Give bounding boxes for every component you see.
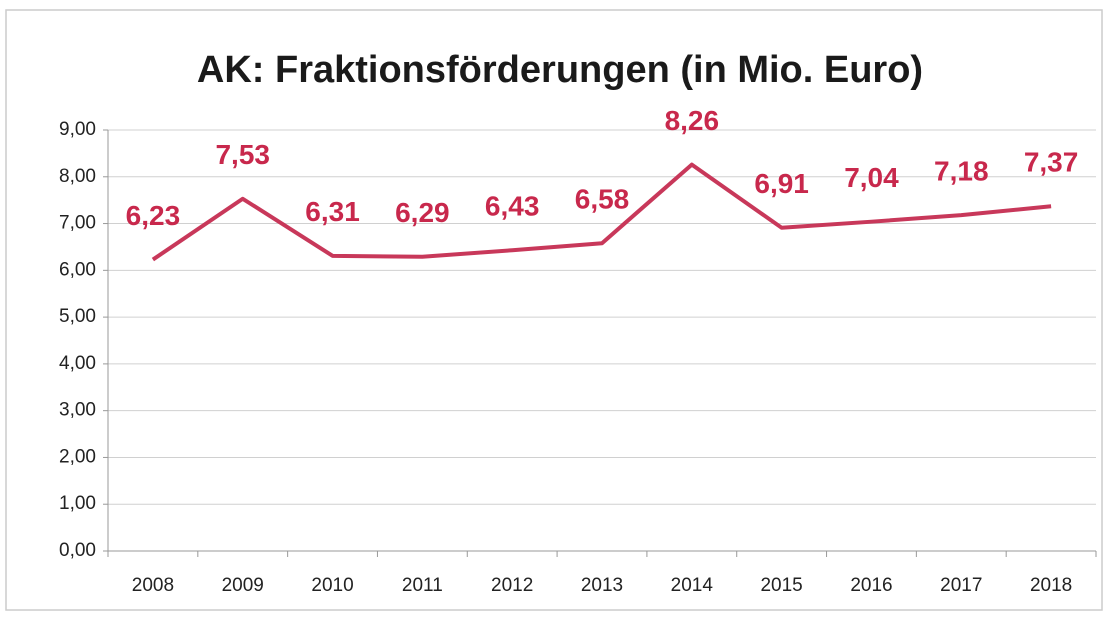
y-tick-label: 7,00 [59,213,96,234]
y-tick-label: 2,00 [59,446,96,467]
chart-title: AK: Fraktionsförderungen (in Mio. Euro) [197,49,923,91]
data-label: 6,43 [485,191,540,222]
x-tick-label: 2018 [1030,575,1072,596]
data-label: 7,53 [215,139,270,170]
chart-frame [5,9,1103,611]
x-tick-label: 2014 [671,575,714,596]
x-tick-label: 2010 [311,575,353,596]
y-tick-label: 0,00 [59,540,96,561]
data-label: 6,58 [575,184,630,215]
data-line [151,162,1052,262]
y-tick-label: 1,00 [59,493,96,514]
y-tick-label: 4,00 [59,353,96,374]
data-label: 6,29 [395,197,450,228]
data-label: 7,18 [934,156,989,187]
data-label: 6,23 [126,200,181,231]
data-label: 6,91 [754,168,809,199]
x-tick-label: 2012 [491,575,533,596]
x-tick-label: 2011 [402,575,443,596]
y-tick-label: 8,00 [59,166,96,187]
y-tick-label: 9,00 [59,119,96,140]
x-tick-label: 2015 [760,575,802,596]
x-tick-label: 2016 [850,575,892,596]
y-tick-label: 5,00 [59,306,96,327]
data-label: 7,37 [1024,147,1079,178]
y-tick-label: 6,00 [59,259,96,280]
y-tick-label: 3,00 [59,400,96,421]
x-tick-label: 2013 [581,575,623,596]
x-tick-label: 2017 [940,575,982,596]
data-label: 8,26 [665,105,720,136]
x-tick-label: 2009 [222,575,264,596]
x-tick-label: 2008 [132,575,174,596]
data-label: 6,31 [305,196,360,227]
data-label: 7,04 [844,162,899,193]
